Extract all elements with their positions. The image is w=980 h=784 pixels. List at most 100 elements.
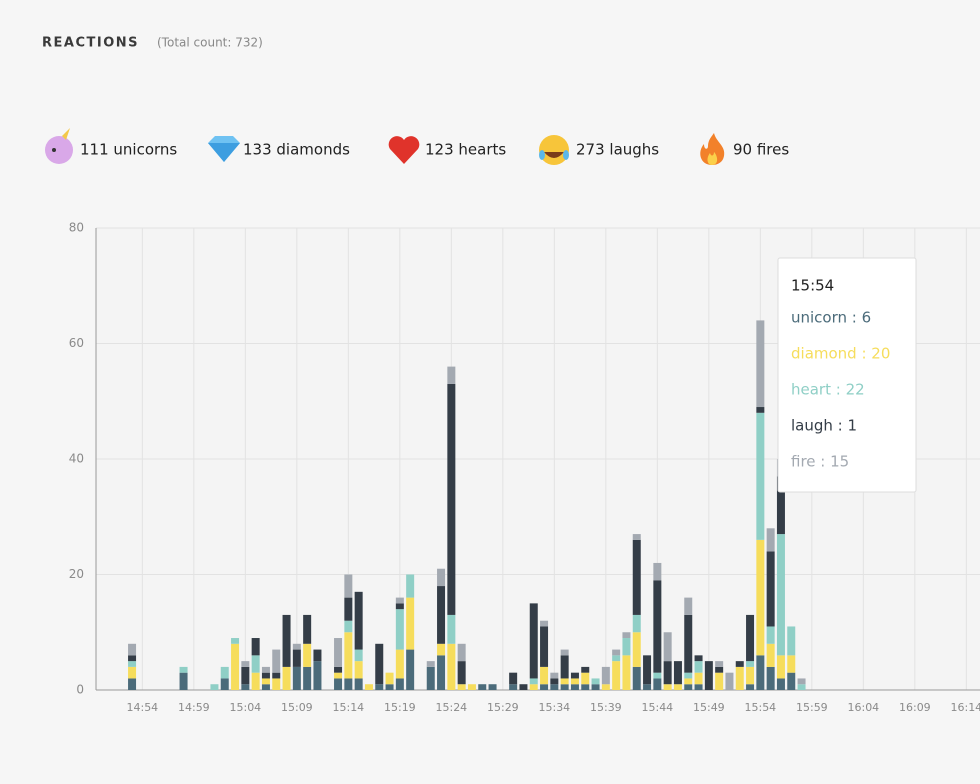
summary-count: 133 diamonds [243, 141, 350, 159]
x-tick-label: 15:24 [435, 701, 467, 714]
bar-segment [766, 643, 775, 667]
bar-segment [673, 661, 682, 685]
bar-segment [663, 661, 672, 685]
bar-segment [272, 678, 281, 690]
bar-segment [128, 678, 137, 690]
y-tick-label: 0 [76, 683, 84, 697]
bar-segment [395, 609, 404, 650]
bar-segment [344, 574, 353, 598]
x-tick-label: 15:29 [487, 701, 519, 714]
y-tick-label: 60 [69, 336, 84, 350]
bar-segment [632, 614, 641, 633]
bar-segment [560, 678, 569, 685]
summary-count: 90 fires [733, 141, 789, 159]
bar-segment [261, 684, 270, 690]
bar-segment [303, 614, 312, 644]
bar-segment [241, 684, 250, 690]
bar-segment [179, 672, 188, 690]
bar-segment [725, 672, 734, 690]
tooltip-item: heart : 22 [791, 381, 865, 399]
x-tick-label: 15:49 [693, 701, 725, 714]
summary-count: 111 unicorns [80, 141, 177, 159]
bar-segment [632, 534, 641, 540]
bar-segment [354, 661, 363, 679]
bar-segment [581, 666, 590, 673]
bar-segment [406, 649, 415, 690]
bar-segment [395, 597, 404, 604]
bar-segment [313, 661, 322, 690]
bar-segment [560, 655, 569, 679]
bar-segment [540, 620, 549, 627]
bar-segment [375, 684, 384, 690]
bar-segment [529, 603, 538, 679]
bar-segment [715, 661, 724, 667]
bar-segment [395, 649, 404, 679]
bar-segment [261, 678, 270, 685]
bar-segment [622, 638, 631, 656]
x-tick-label: 14:59 [178, 701, 210, 714]
bar-segment [776, 476, 785, 535]
y-tick-label: 40 [69, 452, 84, 466]
bar-segment [540, 666, 549, 685]
bar-segment [509, 672, 518, 685]
bar-segment [570, 684, 579, 690]
bar-segment [735, 666, 744, 690]
bar-segment [292, 643, 301, 650]
bar-segment [334, 678, 343, 690]
x-tick-label: 15:04 [229, 701, 261, 714]
tooltip-item: laugh : 1 [791, 417, 857, 435]
bar-segment [632, 632, 641, 667]
bar-segment [509, 684, 518, 690]
bar-segment [313, 649, 322, 662]
bar-segment [612, 661, 621, 690]
bar-segment [787, 672, 796, 690]
bar-segment [334, 672, 343, 679]
bar-segment [251, 655, 260, 673]
bar-segment [601, 666, 610, 685]
bar-segment [581, 672, 590, 685]
bar-segment [694, 684, 703, 690]
bar-segment [395, 678, 404, 690]
bar-segment [128, 655, 137, 662]
bar-segment [447, 643, 456, 690]
bar-segment [766, 551, 775, 627]
panel-subtitle: (Total count: 732) [157, 36, 263, 50]
bar-segment [684, 672, 693, 679]
summary-count: 273 laughs [576, 141, 659, 159]
bar-segment [756, 320, 765, 408]
bar-segment [643, 684, 652, 690]
bar-segment [478, 684, 487, 690]
bar-segment [581, 684, 590, 690]
bar-segment [540, 626, 549, 667]
bar-segment [715, 666, 724, 673]
bar-segment [529, 684, 538, 690]
x-tick-label: 15:54 [744, 701, 776, 714]
bar-segment [560, 649, 569, 656]
bar-segment [303, 643, 312, 667]
bar-segment [612, 649, 621, 656]
bar-segment [550, 672, 559, 679]
y-tick-label: 20 [69, 567, 84, 581]
bar-segment [251, 672, 260, 690]
bar-segment [550, 684, 559, 690]
bar-segment [694, 672, 703, 685]
bar-segment [457, 643, 466, 662]
bar-segment [766, 666, 775, 690]
bar-segment [746, 666, 755, 685]
bar-segment [746, 614, 755, 662]
x-tick-label: 15:34 [538, 701, 570, 714]
bar-segment [282, 666, 291, 690]
bar-segment [787, 626, 796, 656]
bar-segment [292, 649, 301, 667]
bar-segment [437, 568, 446, 587]
bar-segment [344, 597, 353, 621]
y-tick-label: 80 [69, 221, 84, 235]
bar-segment [684, 614, 693, 673]
bar-segment [653, 580, 662, 673]
bar-segment [663, 632, 672, 662]
bar-segment [261, 672, 270, 679]
bar-segment [591, 678, 600, 685]
bar-segment [272, 649, 281, 673]
x-tick-label: 15:14 [332, 701, 364, 714]
